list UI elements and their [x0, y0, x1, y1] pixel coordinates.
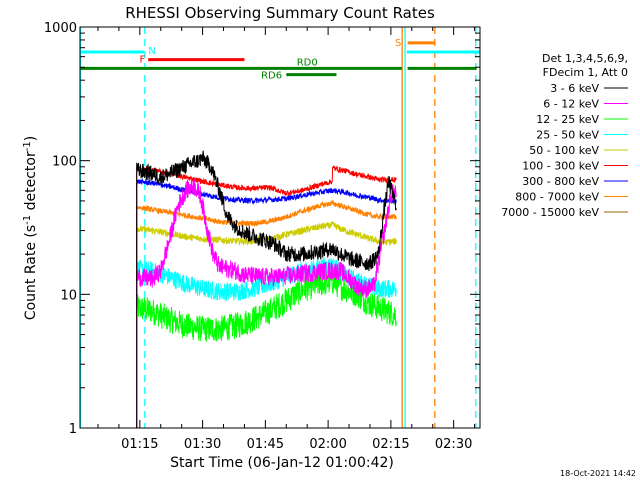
legend-label-25-50-kev: 25 - 50 keV: [536, 129, 599, 142]
plot-frame: [79, 26, 481, 429]
legend-title-line-2: FDecim 1, Att 0: [543, 66, 628, 79]
timestamp: 18-Oct-2021 14:42: [560, 469, 636, 478]
x-tick-label: 02:30: [435, 437, 472, 452]
y-tick-label: 100: [52, 155, 77, 170]
state-label-rd0: RD0: [297, 57, 318, 68]
y-axis-label: Count Rate (s-1 detector-1): [22, 136, 39, 320]
chart-title: RHESSI Observing Summary Count Rates: [125, 4, 435, 22]
legend-label-50-100-kev: 50 - 100 keV: [529, 144, 599, 157]
series-800-7000-kev: [136, 199, 397, 428]
legend-label-800-7000-kev: 800 - 7000 keV: [515, 191, 599, 204]
y-axis-label-sup1: -1: [22, 215, 33, 225]
y-axis-label-main: Count Rate (s: [23, 225, 39, 320]
x-tick-label: 02:00: [309, 437, 346, 452]
series-lines: [136, 150, 397, 428]
axes: 1 10 100 1000 01:15 01:30 01:45 02:00 02:15 02:30: [44, 21, 480, 452]
y-axis-label-sup2: -1: [22, 141, 33, 151]
legend-label-12-25-kev: 12 - 25 keV: [536, 113, 599, 126]
legend-label-100-300-kev: 100 - 300 keV: [522, 160, 599, 173]
y-tick-label: 10: [60, 288, 77, 303]
x-tick-label: 01:30: [184, 437, 221, 452]
series-12-25-kev: [136, 269, 397, 428]
x-tick-label: 01:15: [121, 437, 158, 452]
y-axis-label-close: ): [23, 136, 39, 141]
legend-label-300-800-kev: 300 - 800 keV: [522, 175, 599, 188]
state-label-n: N: [148, 46, 155, 57]
legend-label-7000-15000-kev: 7000 - 15000 keV: [501, 206, 599, 219]
state-label-rd6: RD6: [261, 71, 282, 82]
series-300-800-kev: [136, 178, 397, 428]
series-3-6-kev: [136, 150, 397, 428]
x-tick-label: 02:15: [372, 437, 409, 452]
x-tick-label: 01:45: [247, 437, 284, 452]
y-axis-label-rest: detector: [23, 151, 39, 215]
series-25-50-kev: [136, 257, 397, 428]
state-label-f: F: [140, 55, 146, 66]
series-6-12-kev: [136, 178, 397, 428]
legend-label-3-6-kev: 3 - 6 keV: [550, 82, 599, 95]
state-label-s: S: [395, 38, 401, 49]
x-axis-label: Start Time (06-Jan-12 01:00:42): [170, 455, 394, 471]
legend-label-6-12-kev: 6 - 12 keV: [543, 98, 599, 111]
y-tick-label: 1: [69, 422, 77, 437]
state-bars: NF S RD0 RD6: [80, 38, 480, 82]
legend: 3 - 6 keV 6 - 12 keV 12 - 25 keV 25 - 50 ke…: [501, 82, 628, 219]
legend-title-line-1: Det 1,3,4,5,6,9,: [542, 52, 628, 65]
y-tick-label: 1000: [44, 21, 77, 36]
